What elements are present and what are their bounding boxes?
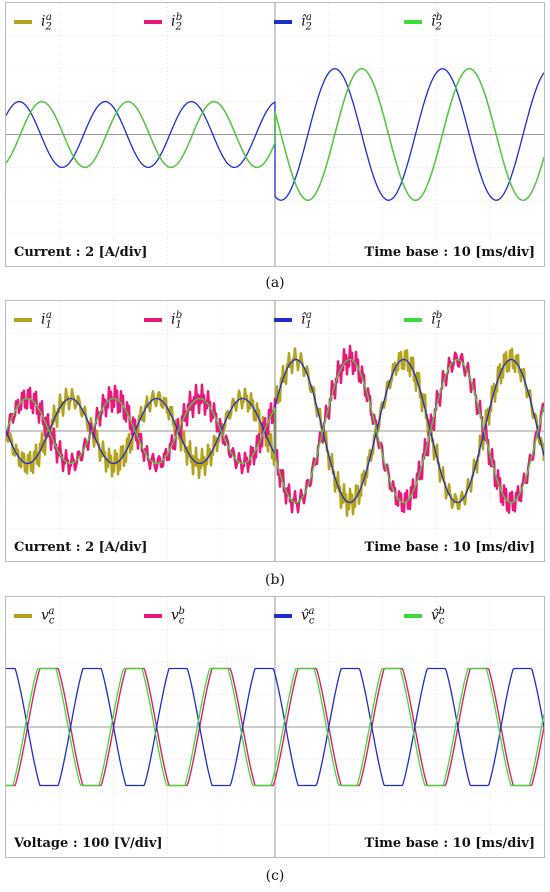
legend-label: i1b [171, 309, 183, 331]
trace-i1b_hat [6, 358, 544, 504]
legend-item: v̂cb [404, 605, 445, 627]
legend-swatch [404, 614, 422, 618]
legend-b: i1a i1b î1a î1b [6, 301, 544, 335]
legend-swatch [144, 318, 162, 322]
legend-label: î2b [431, 11, 443, 33]
legend-item: vca [14, 605, 55, 627]
scope-panel-c: vca vcb v̂ca v̂cb Voltage : 100 [V/div] Tim… [5, 596, 545, 858]
legend-a: i2a i2b î2a î2b [6, 3, 544, 37]
legend-item: î1b [404, 309, 442, 331]
legend-label: î1b [431, 309, 443, 331]
legend-label: i2a [41, 11, 52, 33]
legend-swatch [144, 20, 162, 24]
legend-label: i1a [41, 309, 52, 331]
scope-panel-a: i2a i2b î2a î2b Current : 2 [A/div] Time … [5, 2, 545, 267]
waveform-plot-b [6, 301, 544, 561]
trace-vca_hat [6, 667, 544, 787]
time-base-label: Time base : 10 [ms/div] [361, 245, 538, 260]
legend-swatch [14, 318, 32, 322]
legend-item: v̂ca [274, 605, 315, 627]
waveform-plot-a [6, 3, 544, 266]
legend-label: i2b [171, 11, 183, 33]
legend-label: vcb [171, 605, 185, 627]
legend-c: vca vcb v̂ca v̂cb [6, 597, 544, 631]
caption-b: (b) [265, 572, 285, 588]
voltage-scale-label: Voltage : 100 [V/div] [11, 836, 166, 851]
legend-item: i1b [144, 309, 182, 331]
current-scale-label: Current : 2 [A/div] [11, 245, 151, 260]
legend-item: i1a [14, 309, 52, 331]
legend-swatch [274, 614, 292, 618]
legend-label: vca [41, 605, 55, 627]
legend-item: î2a [274, 11, 312, 33]
time-base-label: Time base : 10 [ms/div] [361, 540, 538, 555]
legend-label: î1a [301, 309, 312, 331]
legend-item: î2b [404, 11, 442, 33]
legend-swatch [14, 614, 32, 618]
trace-i2b_hat [6, 68, 544, 201]
scope-grid [6, 597, 544, 857]
legend-item: î1a [274, 309, 312, 331]
legend-swatch [274, 318, 292, 322]
trace-i2a_hat [6, 68, 544, 201]
scope-panel-b: i1a i1b î1a î1b Current : 2 [A/div] Time … [5, 300, 545, 562]
legend-swatch [404, 318, 422, 322]
legend-swatch [14, 20, 32, 24]
legend-label: v̂ca [301, 605, 315, 627]
legend-label: î2a [301, 11, 312, 33]
legend-item: vcb [144, 605, 185, 627]
current-scale-label: Current : 2 [A/div] [11, 540, 151, 555]
legend-swatch [144, 614, 162, 618]
waveform-plot-c [6, 597, 544, 857]
legend-swatch [404, 20, 422, 24]
legend-swatch [274, 20, 292, 24]
caption-c: (c) [265, 868, 285, 884]
time-base-label: Time base : 10 [ms/div] [361, 836, 538, 851]
scope-grid [6, 301, 544, 561]
legend-item: i2b [144, 11, 182, 33]
legend-item: i2a [14, 11, 52, 33]
legend-label: v̂cb [431, 605, 445, 627]
caption-a: (a) [265, 275, 285, 291]
trace-vcb_hat [6, 667, 544, 787]
